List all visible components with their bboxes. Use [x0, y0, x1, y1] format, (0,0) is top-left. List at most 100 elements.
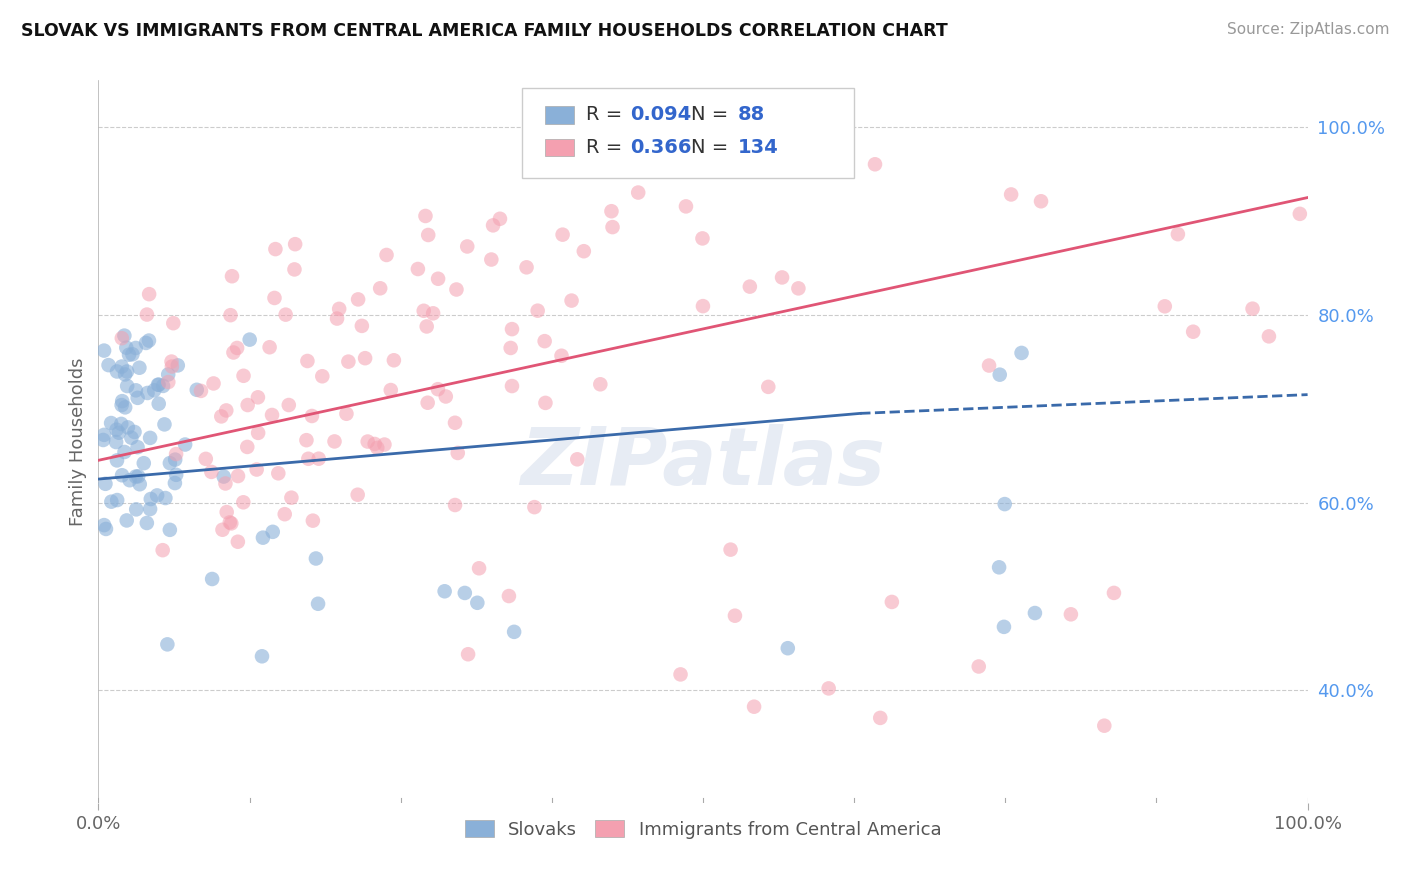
Point — [112, 328, 135, 343]
Point — [127, 440, 149, 454]
Point — [262, 524, 284, 539]
Text: 0.366: 0.366 — [630, 138, 692, 157]
Text: Source: ZipAtlas.com: Source: ZipAtlas.com — [1226, 22, 1389, 37]
Point — [988, 368, 1011, 382]
Point — [880, 595, 903, 609]
Point — [307, 597, 329, 611]
Point — [159, 523, 181, 537]
Point — [274, 507, 297, 521]
Point — [380, 383, 402, 397]
Point — [456, 239, 478, 253]
Point — [259, 340, 281, 354]
Point — [125, 341, 148, 355]
Point — [482, 219, 505, 233]
Point — [328, 301, 350, 316]
Point — [363, 437, 385, 451]
Point — [457, 647, 479, 661]
Point — [468, 561, 491, 575]
Point — [155, 491, 177, 505]
Point — [416, 395, 439, 409]
Point — [1258, 329, 1281, 343]
Point — [264, 242, 287, 256]
Point — [118, 348, 141, 362]
Point — [246, 390, 269, 404]
Point — [121, 347, 143, 361]
Point — [863, 157, 886, 171]
Point — [274, 308, 297, 322]
Point — [368, 281, 391, 295]
Text: 134: 134 — [738, 138, 779, 157]
Point — [226, 469, 249, 483]
Point — [675, 199, 697, 213]
Point — [165, 452, 187, 467]
Point — [250, 649, 273, 664]
Point — [297, 451, 319, 466]
Point — [115, 379, 138, 393]
Point — [516, 260, 538, 275]
Point — [550, 349, 572, 363]
Point — [139, 431, 162, 445]
Point — [627, 186, 650, 200]
Point — [498, 589, 520, 603]
Point — [776, 641, 799, 656]
Point — [160, 354, 183, 368]
Point — [202, 376, 225, 391]
FancyBboxPatch shape — [544, 106, 574, 124]
Point — [489, 211, 512, 226]
Point — [305, 551, 328, 566]
Point — [1102, 586, 1125, 600]
Point — [373, 437, 395, 451]
Point — [211, 523, 233, 537]
Point — [297, 354, 319, 368]
Point — [295, 433, 318, 447]
Point — [503, 624, 526, 639]
Point — [153, 417, 176, 432]
Point — [138, 334, 160, 348]
Point — [111, 468, 134, 483]
Point — [572, 244, 595, 259]
Point — [284, 237, 307, 252]
Point — [967, 659, 990, 673]
Point — [108, 425, 131, 440]
Point — [125, 469, 148, 483]
Point — [148, 377, 170, 392]
Point — [209, 409, 232, 424]
Point — [418, 227, 440, 242]
FancyBboxPatch shape — [544, 139, 574, 156]
Point — [120, 431, 142, 445]
Point — [93, 518, 115, 533]
Point — [600, 204, 623, 219]
Point — [382, 353, 405, 368]
Point — [280, 491, 302, 505]
Point — [692, 231, 714, 245]
Y-axis label: Family Households: Family Households — [69, 358, 87, 525]
Point — [127, 391, 149, 405]
Point — [277, 398, 299, 412]
Point — [135, 516, 157, 530]
Point — [335, 407, 357, 421]
Point — [219, 308, 242, 322]
Point — [375, 248, 398, 262]
Point — [159, 456, 181, 470]
Point — [357, 434, 380, 449]
Point — [347, 293, 370, 307]
Point — [163, 476, 186, 491]
Text: 0.094: 0.094 — [630, 105, 692, 125]
Point — [215, 403, 238, 417]
Point — [111, 398, 134, 412]
Point — [260, 408, 283, 422]
Point — [100, 416, 122, 430]
Point — [200, 465, 222, 479]
Point — [669, 667, 692, 681]
Point — [1011, 346, 1033, 360]
Point — [226, 341, 249, 355]
Point — [523, 500, 546, 515]
Point — [869, 711, 891, 725]
Point — [467, 596, 489, 610]
Point — [283, 262, 305, 277]
Point — [135, 335, 157, 350]
Point — [817, 681, 839, 696]
Point — [232, 368, 254, 383]
Point — [148, 397, 170, 411]
Legend: Slovaks, Immigrants from Central America: Slovaks, Immigrants from Central America — [456, 811, 950, 848]
